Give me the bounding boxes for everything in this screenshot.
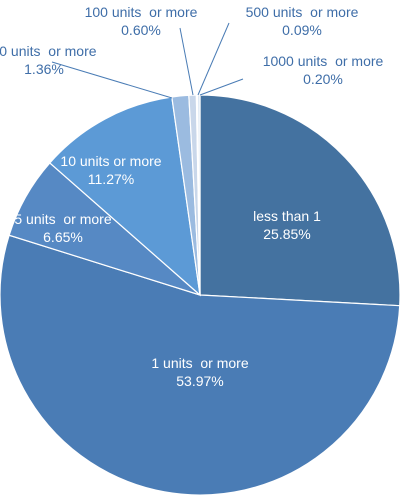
pie-slice-1000-units-or-more [196,94,201,296]
slice-category-label: 500 units or more [246,4,359,20]
slice-label-1000-units-or-more: 1000 units or more 0.20% [263,53,384,87]
slice-category-label: less than 1 [253,208,321,224]
slice-label-5-units-or-more: 5 units or more 6.65% [14,211,111,245]
slice-label-less-than-1: less than 1 25.85% [253,208,321,242]
slice-category-label: 100 units or more [85,4,198,20]
slice-percent-label: 6.65% [43,229,83,245]
pie-slice-1-units-or-more [0,234,400,496]
slice-percent-label: 0.60% [121,22,161,38]
slice-category-label: 1000 units or more [263,53,384,69]
leader-line-100-units-or-more [179,27,194,96]
pie-slice-less-than-1 [199,94,400,307]
slice-percent-label: 0.20% [303,71,343,87]
leader-line-50-units-or-more [51,61,173,99]
slice-label-10-units-or-more: 10 units or more 11.27% [60,153,161,187]
slice-label-1-units-or-more: 1 units or more 53.97% [151,355,248,389]
slice-percent-label: 53.97% [176,373,223,389]
leader-lines [51,22,244,99]
leader-line-500-units-or-more [197,22,230,96]
slice-category-label: 5 units or more [14,211,111,227]
slice-category-label: 10 units or more [60,153,161,169]
slice-percent-label: 11.27% [88,171,134,187]
slice-label-50-units-or-more: 50 units or more 1.36% [0,43,97,77]
slice-percent-label: 25.85% [263,226,310,242]
slice-label-500-units-or-more: 500 units or more 0.09% [246,4,359,38]
slice-percent-label: 1.36% [24,61,64,77]
slice-label-100-units-or-more: 100 units or more 0.60% [85,4,198,38]
slice-labels: less than 1 25.85% 1 units or more 53.97% 5 … [0,4,384,389]
slice-category-label: 50 units or more [0,43,97,59]
slice-percent-label: 0.09% [282,22,322,38]
pie-slices [0,94,400,496]
slice-category-label: 1 units or more [151,355,248,371]
pie-slice-10-units-or-more [48,96,201,297]
leader-line-1000-units-or-more [199,78,244,96]
